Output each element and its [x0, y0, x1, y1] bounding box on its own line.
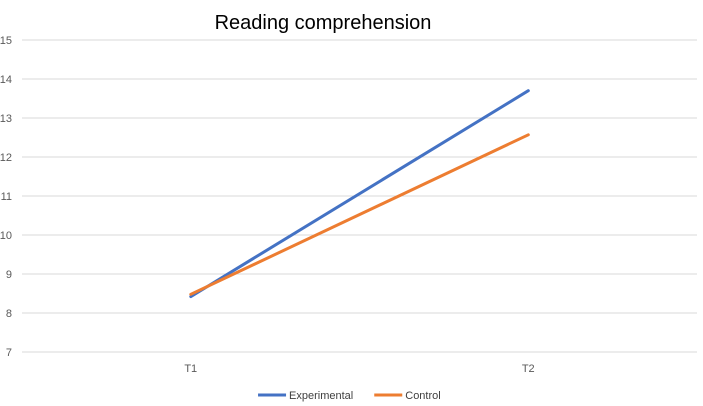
y-tick-label: 14: [0, 74, 12, 86]
y-axis-tick-labels: 7 8 9 10 11 12 13 14 15: [0, 35, 12, 359]
y-tick-label: 8: [6, 308, 12, 320]
y-tick-label: 12: [0, 152, 12, 164]
y-tick-label: 13: [0, 113, 12, 125]
y-tick-label: 7: [6, 347, 12, 359]
legend-label-control: Control: [405, 390, 440, 402]
series-lines: [189, 89, 530, 299]
series-line-experimental: [189, 89, 530, 299]
x-tick-label: T1: [184, 363, 197, 375]
chart-title: Reading comprehension: [215, 12, 432, 34]
x-tick-label: T2: [522, 363, 535, 375]
y-tick-label: 9: [6, 269, 12, 281]
y-tick-label: 15: [0, 35, 12, 47]
legend-label-experimental: Experimental: [289, 390, 353, 402]
y-tick-label: 11: [1, 191, 12, 203]
y-tick-label: 10: [0, 230, 12, 242]
series-line-control: [189, 133, 530, 296]
legend: Experimental Control: [258, 390, 441, 402]
x-axis-tick-labels: T1 T2: [184, 363, 534, 375]
gridlines: [22, 39, 697, 353]
